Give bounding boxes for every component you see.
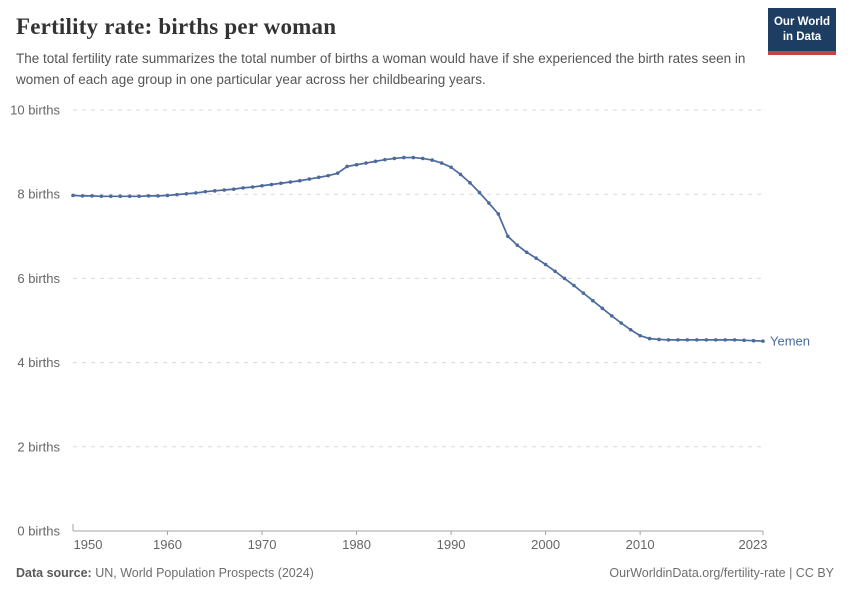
owid-logo-line2: in Data: [782, 30, 822, 43]
x-tick-label: 2023: [739, 537, 768, 552]
series-points-yemen: [71, 155, 765, 343]
x-axis-labels: 1950 1960 1970 1980 1990 2000 2010 2023: [74, 537, 768, 552]
y-tick-label: 10 births: [10, 103, 60, 118]
x-tick-label: 2000: [531, 537, 560, 552]
series-line-yemen[interactable]: [72, 156, 764, 342]
x-axis: [72, 524, 764, 535]
fertility-line-chart[interactable]: 0 births 2 births 4 births 6 births 8 births…: [0, 100, 850, 560]
data-source-label: Data source:: [16, 566, 92, 580]
x-tick-label: 2010: [626, 537, 655, 552]
chart-subtitle: The total fertility rate summarizes the …: [16, 51, 746, 87]
y-tick-label: 4 births: [17, 355, 60, 370]
x-tick-label: 1960: [153, 537, 182, 552]
y-tick-label: 6 births: [17, 271, 60, 286]
data-source: Data source: UN, World Population Prospe…: [16, 566, 314, 580]
x-tick-label: 1950: [74, 537, 103, 552]
page-title: Fertility rate: births per woman: [16, 14, 337, 39]
y-tick-label: 2 births: [17, 439, 60, 454]
data-source-text: UN, World Population Prospects (2024): [91, 566, 314, 580]
owid-logo[interactable]: Our World in Data: [768, 8, 836, 55]
x-tick-label: 1970: [248, 537, 277, 552]
chart-header: Fertility rate: births per woman The tot…: [16, 14, 834, 91]
entity-label[interactable]: Yemen: [770, 334, 810, 349]
y-axis-labels: 0 births 2 births 4 births 6 births 8 births…: [10, 103, 60, 539]
x-tick-label: 1990: [437, 537, 466, 552]
owid-logo-line1: Our World: [773, 16, 830, 28]
y-tick-label: 8 births: [17, 187, 60, 202]
chart-footer: Data source: UN, World Population Prospe…: [16, 566, 834, 580]
owid-citation-link[interactable]: OurWorldinData.org/fertility-rate | CC B…: [609, 566, 834, 580]
gridlines: [73, 109, 763, 448]
x-tick-label: 1980: [342, 537, 371, 552]
y-tick-label: 0 births: [17, 524, 60, 539]
